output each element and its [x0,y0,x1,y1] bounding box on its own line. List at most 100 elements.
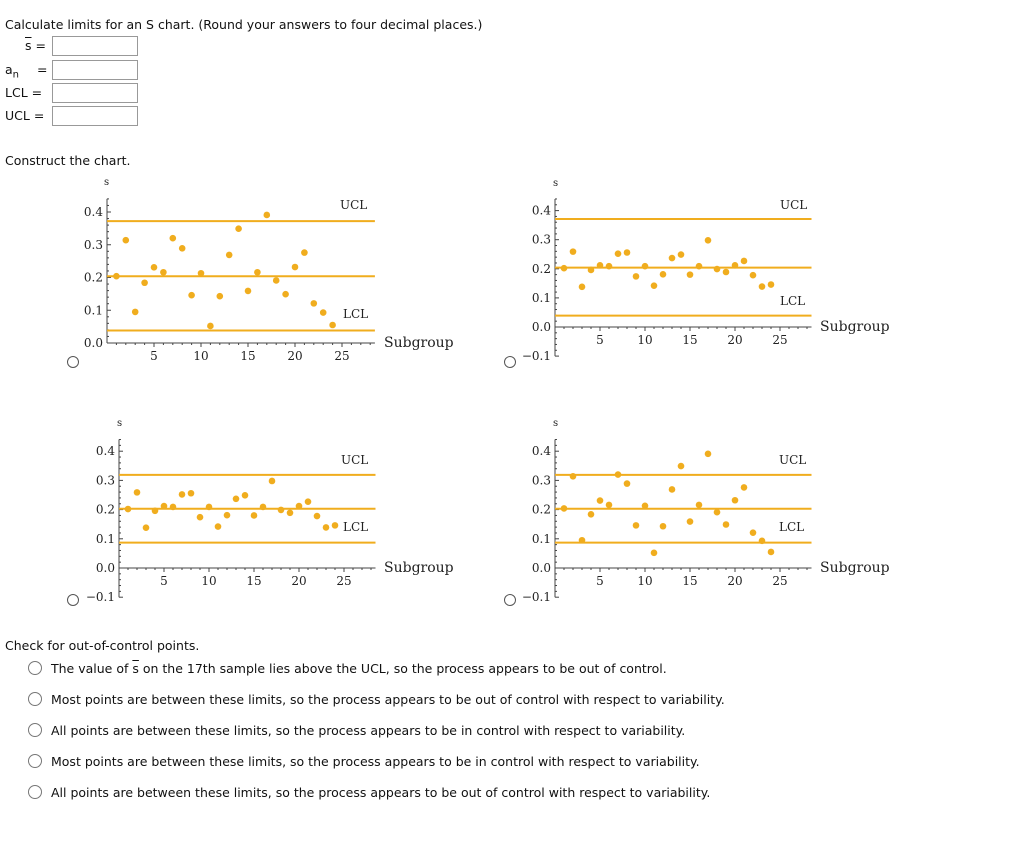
option-radio[interactable] [28,754,42,768]
data-point [578,283,586,291]
data-point [560,264,568,272]
data-point [722,521,730,528]
chart-2-radio[interactable] [504,356,516,368]
data-point [596,262,604,269]
data-point [767,281,775,288]
lcl-label: LCL [780,294,805,308]
data-point [322,524,330,531]
option-label: The value of s on the 17th sample lies a… [51,661,667,676]
data-point [122,236,130,244]
option-radio[interactable] [28,661,42,675]
an-input[interactable] [52,60,138,80]
option-3[interactable]: All points are between these limits, so … [28,721,685,739]
data-point [169,234,177,242]
y-tick-label: 0.2 [532,503,551,517]
y-tick-label: 0.0 [96,561,115,575]
chart-1-radio[interactable] [67,356,79,368]
data-point [286,509,294,517]
data-point [587,510,595,518]
data-point [241,491,249,499]
data-point [731,262,739,269]
sbar-symbol: s [132,660,139,676]
data-point [272,277,280,284]
option-text: The value of [51,660,133,676]
ucl-text: UCL [5,108,30,123]
data-point [329,321,336,329]
x-tick-label: 10 [201,574,216,588]
data-point [214,523,222,530]
data-point [313,512,321,520]
data-point [686,271,694,278]
y-tick-label: 0.4 [532,204,551,218]
y-tick-label: 0.0 [532,320,551,334]
data-point [641,262,649,270]
ucl-input[interactable] [52,106,138,126]
data-point [169,503,177,511]
data-point [659,522,667,530]
x-tick-label: 25 [772,333,787,347]
y-tick-label: 0.0 [532,561,551,575]
chart-3-radio[interactable] [67,594,79,606]
data-point [704,450,712,458]
option-5[interactable]: All points are between these limits, so … [28,783,710,801]
data-point [254,268,261,276]
data-point [235,225,242,233]
data-point [223,511,231,519]
y-tick-label: 0.4 [84,205,103,219]
y-axis-label: s [553,178,558,189]
y-axis-label: s [104,177,109,188]
y-tick-label: 0.0 [84,336,103,350]
y-tick-label: 0.4 [532,444,551,458]
y-tick-label: 0.1 [532,532,551,546]
data-point [263,211,271,219]
lcl-label: LCL [343,520,368,534]
option-4[interactable]: Most points are between these limits, so… [28,752,700,770]
instruction: Calculate limits for an S chart. (Round … [5,17,483,32]
data-point [632,273,640,280]
data-point [749,271,757,279]
option-radio[interactable] [28,692,42,706]
data-point [578,536,586,544]
x-tick-label: 10 [637,574,652,588]
x-axis-label: Subgroup [820,319,890,335]
option-label: Most points are between these limits, so… [51,691,725,707]
data-point [304,498,312,506]
option-1[interactable]: The value of s on the 17th sample lies a… [28,659,667,677]
data-point [677,462,685,470]
y-tick-label: −0.1 [86,590,115,604]
chart-4-radio[interactable] [504,594,516,606]
data-point [142,524,150,532]
lcl-input[interactable] [52,83,138,103]
option-radio[interactable] [28,785,42,799]
y-tick-label: 0.3 [532,473,551,487]
x-tick-label: 10 [193,349,208,363]
an-symbol: a [5,62,13,77]
y-tick-label: 0.1 [532,291,551,305]
y-tick-label: 0.2 [96,503,115,517]
data-point [113,272,120,280]
y-tick-label: 0.1 [96,532,115,546]
data-point [277,506,285,514]
option-2[interactable]: Most points are between these limits, so… [28,690,725,708]
data-point [605,262,613,270]
data-point [713,508,721,516]
an-subscript: n [12,69,20,81]
x-tick-label: 25 [334,349,349,363]
data-point [310,300,318,307]
construct-label: Construct the chart. [5,153,131,168]
data-point [160,268,167,276]
data-point [178,245,186,252]
data-point [225,251,233,259]
data-point [124,505,132,513]
an-label: an [5,62,19,81]
x-tick-label: 25 [772,574,787,588]
equals: = [33,108,45,123]
data-point [207,322,214,330]
option-radio[interactable] [28,723,42,737]
data-point [151,507,159,515]
sbar-input[interactable] [52,36,138,56]
data-point [677,251,685,258]
y-tick-label: −0.1 [522,590,551,604]
